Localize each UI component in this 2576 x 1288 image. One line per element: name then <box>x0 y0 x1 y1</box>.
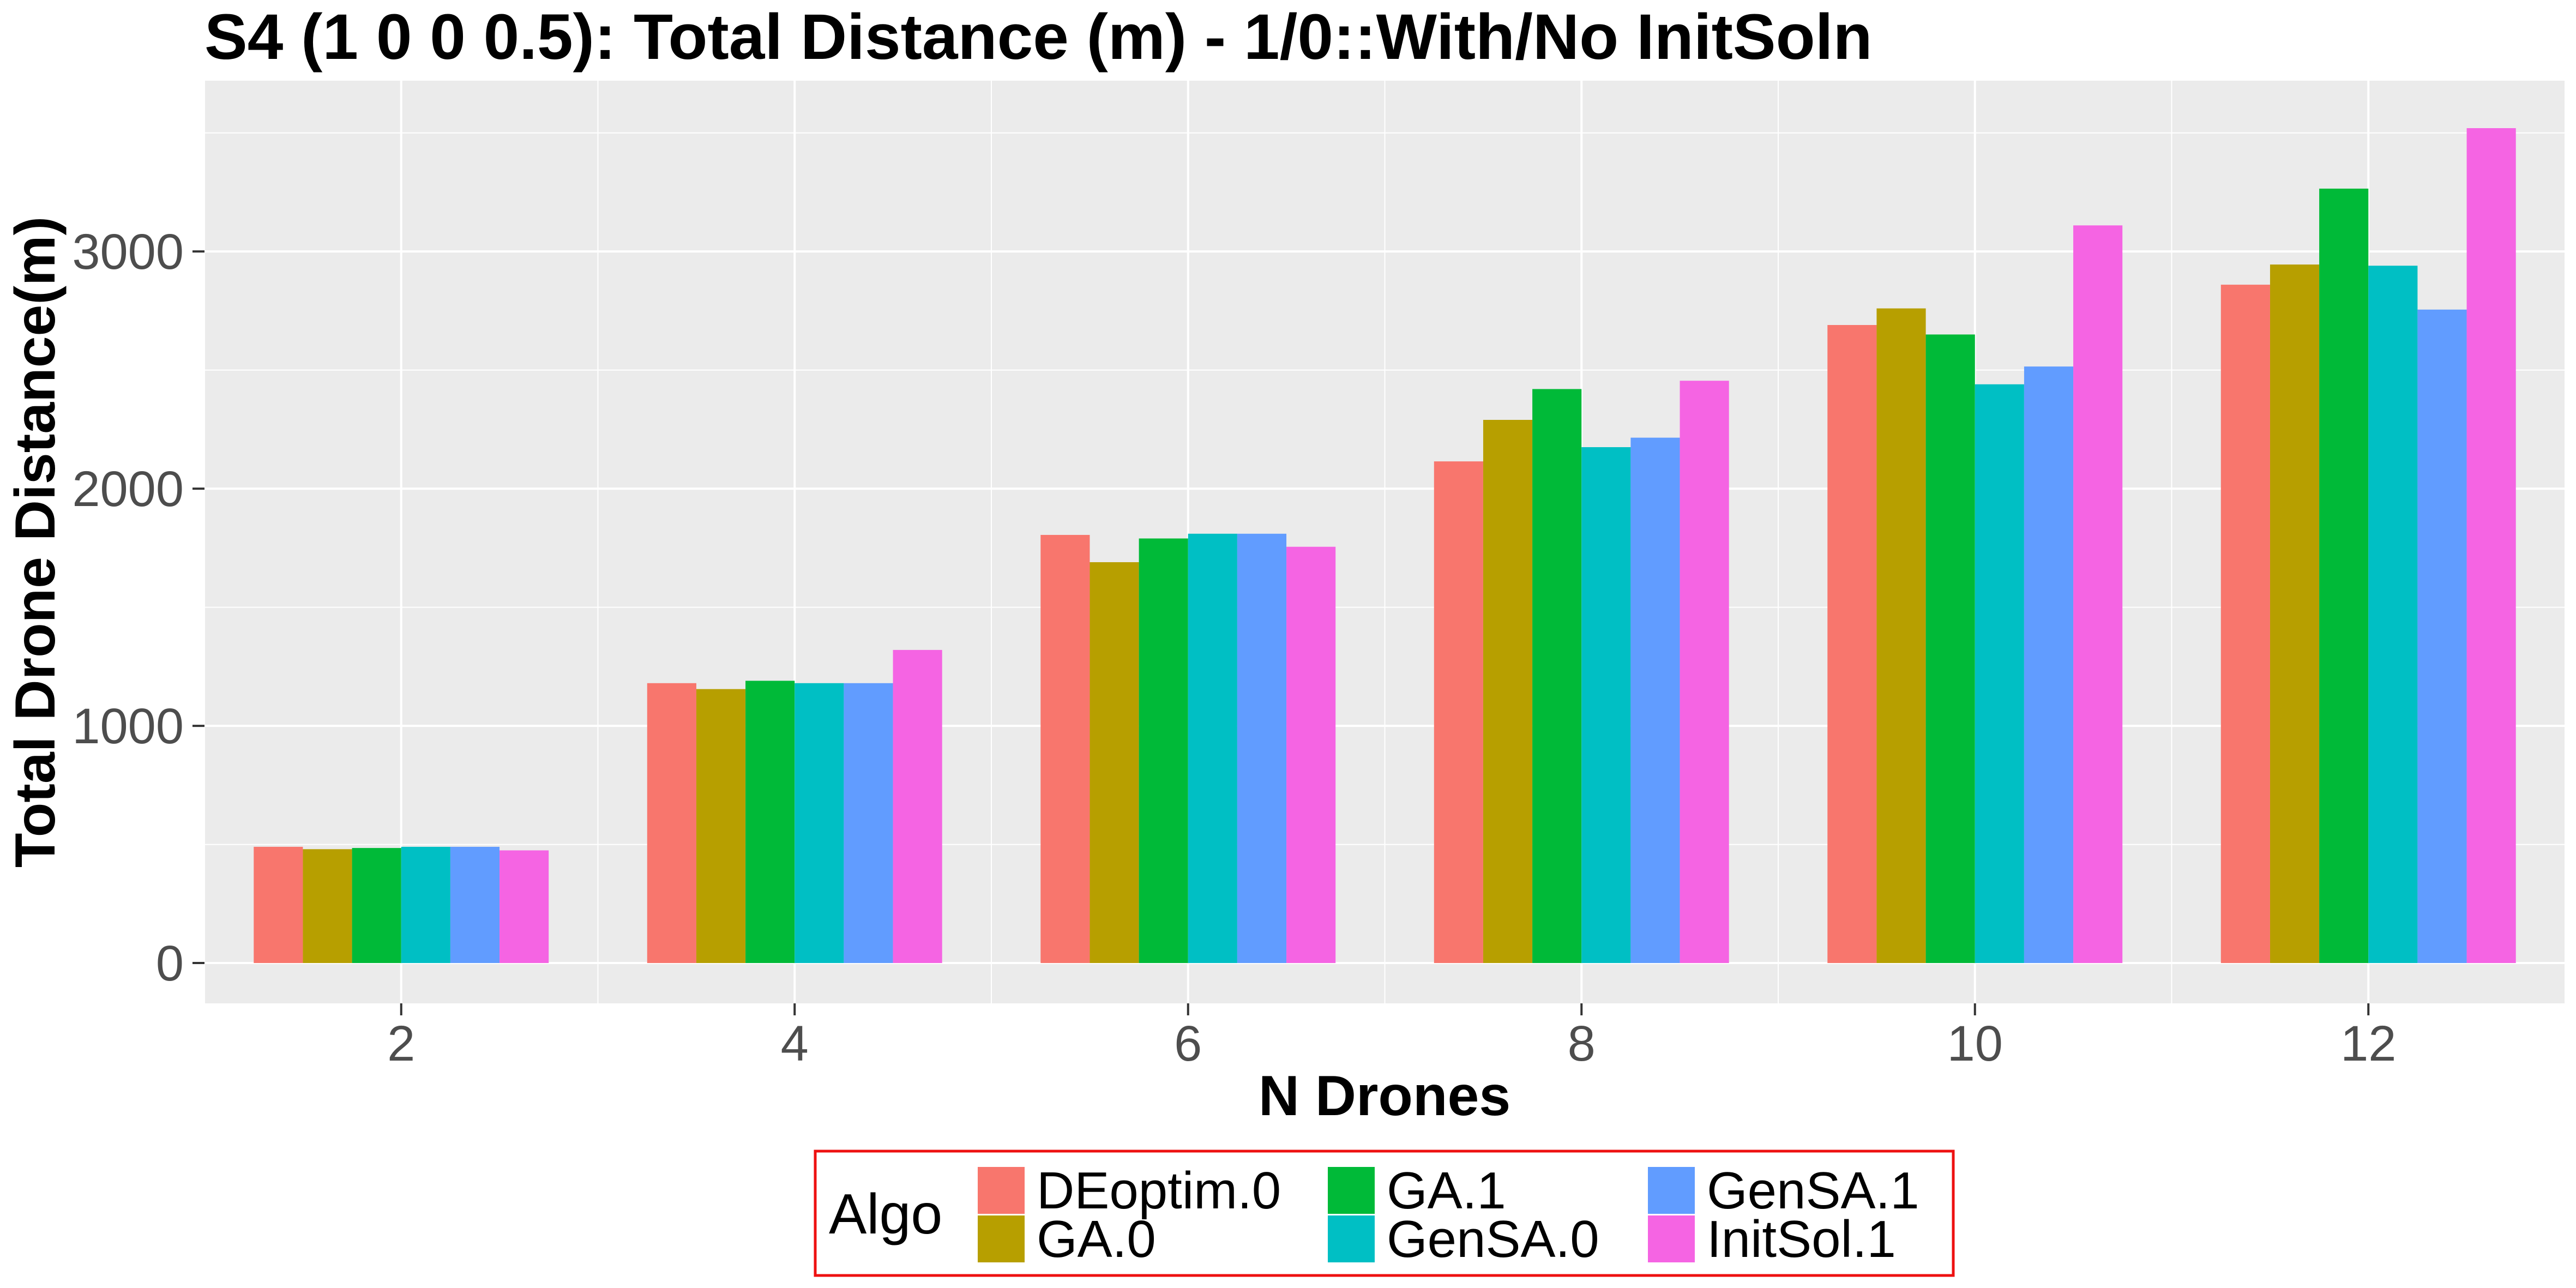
bar-gensa-1-8 <box>1630 437 1680 964</box>
bar-ga-0-12 <box>2270 264 2320 964</box>
y-axis: 0 1000 2000 3000 <box>72 224 204 991</box>
bar-initsol-1-8 <box>1680 381 1729 964</box>
y-tick-label: 3000 <box>72 224 184 280</box>
bar-deoptim-0-2 <box>254 846 303 964</box>
bar-gensa-0-12 <box>2368 266 2418 964</box>
bar-deoptim-0-8 <box>1434 461 1483 964</box>
legend-label: GA.0 <box>1037 1210 1156 1268</box>
bar-gensa-0-2 <box>401 846 450 964</box>
bar-initsol-1-4 <box>893 649 942 964</box>
x-tick-label: 2 <box>387 1016 415 1072</box>
y-tick-label: 1000 <box>72 699 184 754</box>
bar-initsol-1-12 <box>2466 128 2516 964</box>
legend-label: GA.1 <box>1387 1161 1506 1220</box>
bar-ga-1-6 <box>1139 538 1188 964</box>
x-axis: 2 4 6 8 10 12 <box>387 1003 2396 1072</box>
bar-deoptim-0-10 <box>1827 325 1877 964</box>
bar-ga-0-10 <box>1876 308 1926 964</box>
x-axis-title: N Drones <box>1259 1064 1510 1128</box>
y-tick-label: 2000 <box>72 461 184 517</box>
bars <box>254 128 2516 964</box>
bar-ga-0-8 <box>1483 419 1533 964</box>
legend-key-deoptim-0 <box>978 1167 1025 1214</box>
legend-key-gensa-0 <box>1328 1215 1375 1262</box>
bar-gensa-0-8 <box>1581 447 1631 964</box>
bar-deoptim-0-6 <box>1040 534 1090 964</box>
bar-ga-0-4 <box>696 689 746 964</box>
bar-ga-1-4 <box>745 681 795 964</box>
legend-label: GenSA.1 <box>1707 1161 1919 1220</box>
bar-ga-1-2 <box>352 848 401 964</box>
legend-label: DEoptim.0 <box>1037 1161 1281 1220</box>
legend-key-ga-1 <box>1328 1167 1375 1214</box>
bar-gensa-1-2 <box>450 846 500 964</box>
bar-ga-1-12 <box>2319 188 2369 964</box>
legend-key-ga-0 <box>978 1215 1025 1262</box>
x-tick-label: 12 <box>2340 1016 2396 1072</box>
bar-gensa-1-12 <box>2417 309 2467 964</box>
bar-gensa-1-4 <box>844 683 893 964</box>
bar-gensa-1-6 <box>1237 533 1287 964</box>
x-tick-label: 10 <box>1947 1016 2003 1072</box>
y-tick-label: 0 <box>156 936 184 991</box>
bar-gensa-0-6 <box>1188 533 1237 964</box>
legend-label: InitSol.1 <box>1707 1210 1896 1268</box>
bar-initsol-1-10 <box>2073 225 2123 964</box>
bar-ga-0-6 <box>1090 562 1139 964</box>
x-tick-label: 6 <box>1174 1016 1202 1072</box>
bar-ga-0-2 <box>303 849 352 964</box>
legend-key-initsol-1 <box>1648 1215 1695 1262</box>
bar-ga-1-8 <box>1532 389 1582 964</box>
legend-title: Algo <box>829 1183 942 1246</box>
bar-initsol-1-6 <box>1286 546 1336 964</box>
bar-gensa-1-10 <box>2024 366 2074 964</box>
chart-title: S4 (1 0 0 0.5): Total Distance (m) - 1/0… <box>204 1 1873 73</box>
bar-ga-1-10 <box>1925 334 1975 964</box>
bar-initsol-1-2 <box>499 850 549 964</box>
bar-gensa-0-4 <box>795 683 844 964</box>
x-tick-label: 8 <box>1568 1016 1596 1072</box>
legend-label: GenSA.0 <box>1387 1210 1599 1268</box>
bar-gensa-0-10 <box>1975 384 2024 964</box>
bar-deoptim-0-4 <box>647 683 696 964</box>
y-axis-title: Total Drone Distance(m) <box>4 216 67 868</box>
legend-key-gensa-1 <box>1648 1167 1695 1214</box>
x-tick-label: 4 <box>781 1016 809 1072</box>
bar-deoptim-0-12 <box>2220 285 2270 964</box>
